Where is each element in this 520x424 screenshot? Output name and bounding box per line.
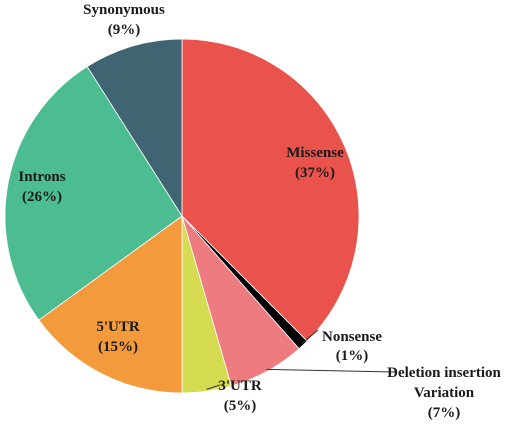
slice-percent-synonymous: (9%) [108, 22, 141, 38]
slice-label-variation: Variation [414, 385, 475, 401]
slice-label-3utr: 3'UTR [218, 378, 262, 394]
slice-label-5utr: 5'UTR [96, 319, 140, 335]
pie-slice-synonymous [86, 38, 183, 218]
pie-slice-introns [4, 65, 183, 321]
pie-slice-missense [181, 38, 360, 342]
leader-line-deletion-insertion [266, 368, 396, 373]
slice-label-missense: Missense [286, 145, 344, 161]
leader-line-nonsense [301, 329, 319, 344]
slice-percent-3utr: (5%) [224, 398, 257, 414]
slice-label-nonsense: Nonsense [322, 329, 382, 345]
leader-lines [206, 329, 396, 390]
slice-percent-deletion-insertion: (7%) [428, 405, 461, 421]
slice-percent-introns: (26%) [22, 189, 62, 205]
slice-label-synonymous: Synonymous [83, 2, 165, 18]
slice-percent-5utr: (15%) [98, 339, 138, 355]
slice-percent-nonsense: (1%) [336, 348, 369, 364]
slice-label-deletion-insertion: Deletion insertion [387, 365, 501, 381]
slice-label-introns: Introns [18, 169, 65, 185]
slice-percent-missense: (37%) [295, 165, 335, 181]
pie-slice-5-utr [38, 215, 183, 394]
leader-line-3utr [206, 384, 221, 390]
pie-slices [4, 38, 360, 394]
